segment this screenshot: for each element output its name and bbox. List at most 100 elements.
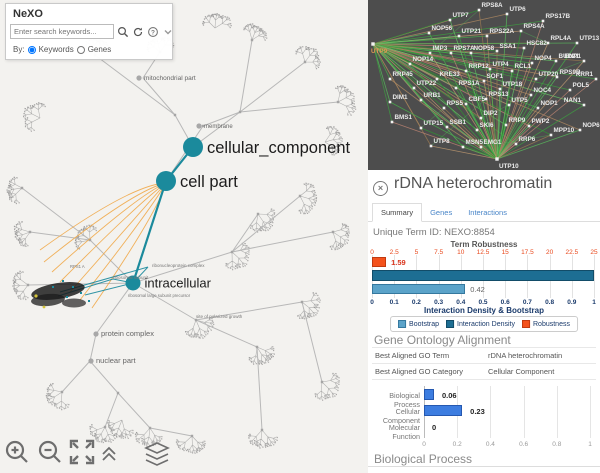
- gene-node-label[interactable]: NOP6: [583, 122, 600, 129]
- gene-node-label[interactable]: IMP3: [433, 45, 448, 52]
- search-icon[interactable]: [117, 26, 129, 38]
- gene-node[interactable]: [546, 41, 550, 45]
- gene-node[interactable]: [507, 103, 511, 107]
- graph-node-label[interactable]: cellular_component: [207, 139, 351, 157]
- gene-node-label[interactable]: UTP21: [462, 28, 482, 35]
- graph-node-label[interactable]: protein complex: [101, 329, 154, 338]
- gene-node-label[interactable]: RPS4A: [524, 23, 545, 30]
- gene-node-label[interactable]: KRE33: [440, 71, 461, 78]
- gene-node[interactable]: [464, 69, 468, 73]
- gene-node-label[interactable]: RPS7A: [454, 45, 475, 52]
- gene-node[interactable]: [408, 62, 412, 66]
- gene-node[interactable]: [445, 125, 449, 129]
- gene-node[interactable]: [461, 145, 465, 149]
- close-icon[interactable]: ×: [373, 181, 388, 196]
- gene-node-label[interactable]: UTP7: [453, 12, 470, 19]
- tab-summary[interactable]: Summary: [372, 203, 423, 222]
- legend-item[interactable]: Robustness: [521, 320, 570, 328]
- gene-node-label[interactable]: NAN1: [564, 97, 582, 104]
- gene-node-label[interactable]: UTP6: [510, 6, 527, 13]
- gene-node[interactable]: [479, 116, 483, 120]
- gene-node[interactable]: [412, 86, 416, 90]
- gene-node[interactable]: [449, 51, 453, 55]
- gene-node[interactable]: [529, 93, 533, 97]
- gene-node-label[interactable]: UTP18: [503, 81, 523, 88]
- gene-node[interactable]: [429, 144, 433, 148]
- genes-radio[interactable]: [76, 45, 85, 54]
- gene-node[interactable]: [519, 29, 523, 33]
- gene-node[interactable]: [388, 77, 392, 81]
- zoom-in-icon[interactable]: [5, 440, 28, 463]
- help-icon[interactable]: ?: [147, 26, 159, 38]
- gene-node-label[interactable]: EMG1: [484, 139, 502, 146]
- gene-node-label[interactable]: NOP58: [474, 45, 495, 52]
- interaction-network-panel[interactable]: UTP9 UTP10 RRP45 NOP14 IMP3 NOP56 UTP7 RPS8A UTP…: [368, 0, 600, 170]
- gene-node[interactable]: [388, 100, 392, 104]
- gene-node[interactable]: [464, 102, 468, 106]
- gene-node[interactable]: [371, 42, 375, 46]
- gene-node[interactable]: [534, 77, 538, 81]
- layers-icon[interactable]: [144, 442, 170, 466]
- gene-node[interactable]: [469, 51, 473, 55]
- graph-node-label[interactable]: cell part: [180, 173, 238, 191]
- gene-node[interactable]: [477, 8, 481, 12]
- gene-node-label[interactable]: UTP15: [424, 120, 444, 127]
- gene-node-label[interactable]: RPS13: [489, 91, 509, 98]
- gene-node-label[interactable]: PWP2: [532, 118, 550, 125]
- gene-node-label[interactable]: UTP10: [499, 163, 519, 170]
- gene-node[interactable]: [522, 46, 526, 50]
- gene-node[interactable]: [419, 126, 423, 130]
- zoom-out-icon[interactable]: [38, 440, 61, 463]
- gene-node[interactable]: [578, 128, 582, 132]
- gene-node-label[interactable]: UTP20: [539, 71, 559, 78]
- gene-node-label[interactable]: UTP8: [434, 138, 451, 145]
- graph-node-label[interactable]: nuclear part: [96, 356, 137, 365]
- gene-node[interactable]: [505, 12, 509, 16]
- gene-node-label[interactable]: SOF1: [487, 73, 504, 80]
- legend-item[interactable]: Interaction Density: [446, 320, 515, 328]
- gene-node-label[interactable]: BMS1: [395, 114, 413, 121]
- graph-node-label[interactable]: site of polarized growth: [196, 314, 243, 319]
- legend-item[interactable]: Bootstrap: [398, 320, 439, 328]
- graph-node[interactable]: [136, 75, 142, 81]
- gene-node-label[interactable]: NOP56: [432, 25, 453, 32]
- gene-node-label[interactable]: HSC82: [527, 40, 548, 47]
- gene-node[interactable]: [555, 75, 559, 79]
- gene-node[interactable]: [498, 87, 502, 91]
- gene-node[interactable]: [442, 106, 446, 110]
- gene-node[interactable]: [594, 77, 598, 81]
- gene-node[interactable]: [554, 59, 558, 63]
- gene-node-label[interactable]: RRP12: [469, 63, 490, 70]
- graph-node[interactable]: [183, 137, 203, 157]
- graph-node[interactable]: [196, 123, 202, 129]
- gene-node[interactable]: [448, 18, 452, 22]
- gene-node-label[interactable]: NOP14: [413, 56, 434, 63]
- gene-node-label[interactable]: NOC4: [534, 87, 552, 94]
- graph-node[interactable]: [125, 275, 141, 291]
- gene-node-label[interactable]: RCL1: [515, 63, 532, 70]
- gene-node[interactable]: [530, 61, 534, 65]
- gene-node-label[interactable]: SSA1: [500, 43, 517, 50]
- gene-node-label[interactable]: RRP6: [519, 136, 536, 143]
- gene-node[interactable]: [475, 128, 479, 132]
- gene-node-label[interactable]: RRP9: [509, 117, 526, 124]
- gene-node[interactable]: [575, 41, 579, 45]
- graph-node-label[interactable]: ribosomal subunit: [113, 275, 149, 280]
- gene-node-label[interactable]: BUD21: [559, 53, 580, 60]
- gene-node[interactable]: [504, 123, 508, 127]
- gene-node[interactable]: [488, 67, 492, 71]
- gene-node[interactable]: [536, 106, 540, 110]
- gene-node[interactable]: [582, 59, 586, 63]
- gene-node[interactable]: [495, 157, 499, 161]
- gene-node-label[interactable]: CBF5: [469, 96, 486, 103]
- gene-node[interactable]: [485, 34, 489, 38]
- gene-node-label[interactable]: KRR1: [576, 71, 594, 78]
- graph-node[interactable]: [93, 331, 99, 337]
- gene-node[interactable]: [435, 77, 439, 81]
- gene-node-label[interactable]: URB1: [424, 92, 442, 99]
- gene-node-label[interactable]: RPL4A: [551, 35, 572, 42]
- tab-interactions[interactable]: Interactions: [468, 208, 507, 217]
- gene-node-label[interactable]: RPS8A: [482, 2, 503, 9]
